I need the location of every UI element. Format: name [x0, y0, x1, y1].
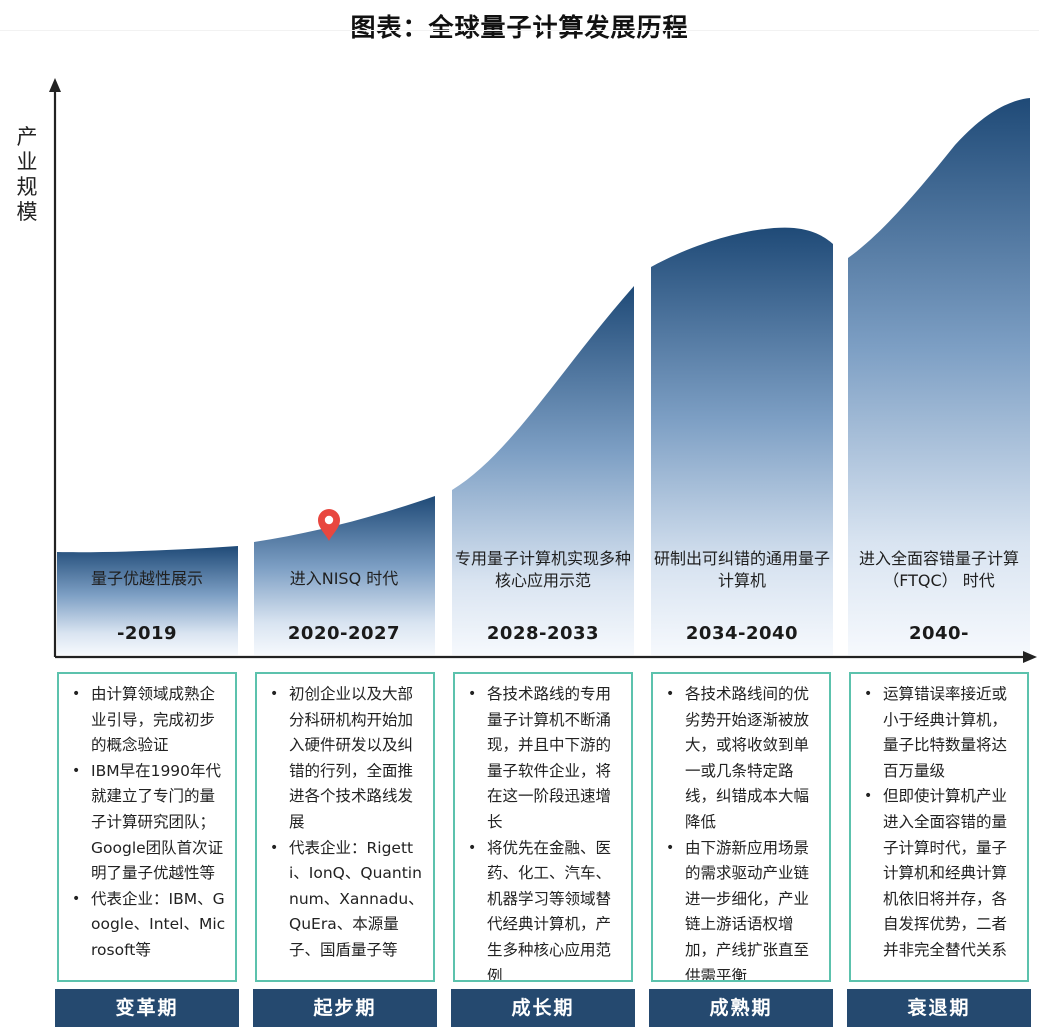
phase-4-years: 2034-2040 [685, 623, 799, 644]
phase-3-description: 专用量子计算机实现多种核心应用示范 [454, 549, 631, 590]
phase-3-details: 各技术路线的专用量子计算机不断涌现，并且中下游的量子软件企业，将在这一阶段迅速增… [453, 672, 633, 982]
curve-band-5 [848, 98, 1030, 655]
growth-curve-diagram [49, 78, 1037, 663]
phase-2-bullet: 初创企业以及大部分科研机构开始加入硬件研发以及纠错的行列，全面推进各个技术路线发… [267, 682, 427, 836]
phase-1-bullet: IBM早在1990年代就建立了专门的量子计算研究团队； Google团队首次证明… [69, 759, 229, 887]
curve-band-2 [254, 496, 435, 655]
phase-1-bullet: 由计算领域成熟企业引导，完成初步的概念验证 [69, 682, 229, 759]
phase-1-years: -2019 [116, 623, 178, 644]
phase-4-details: 各技术路线间的优劣势开始逐渐被放大，或将收敛到单一或几条特定路线，纠错成本大幅降… [651, 672, 831, 982]
curve-band-1 [57, 546, 238, 655]
phase-2-years: 2020-2027 [287, 623, 401, 644]
phase-5-description: 进入全面容错量子计算 （FTQC） 时代 [858, 549, 1019, 590]
phase-4-description: 研制出可纠错的通用量子计算机 [653, 549, 830, 590]
x-axis-arrow [1023, 651, 1037, 663]
curve-band-4 [651, 227, 833, 655]
phase-5-details: 运算错误率接近或小于经典计算机，量子比特数量将达百万量级 但即使计算机产业进入全… [849, 672, 1029, 982]
y-axis-arrow [49, 78, 61, 92]
stage-label-1: 变革期 [55, 989, 239, 1027]
phase-4-bullet: 各技术路线间的优劣势开始逐渐被放大，或将收敛到单一或几条特定路线，纠错成本大幅降… [663, 682, 823, 836]
phase-2-description: 进入NISQ 时代 [289, 569, 399, 588]
phase-4-bullet: 由下游新应用场景的需求驱动产业链进一步细化，产业链上游话语权增加，产线扩张直至供… [663, 836, 823, 980]
y-axis-label: 产业规模 [16, 125, 38, 224]
location-pin-icon [318, 509, 340, 541]
phase-2-bullet: 代表企业：Rigetti、IonQ、Quantinnum、Xannadu、QuE… [267, 836, 427, 964]
phase-3-years: 2028-2033 [486, 623, 600, 644]
phase-2-details: 初创企业以及大部分科研机构开始加入硬件研发以及纠错的行列，全面推进各个技术路线发… [255, 672, 435, 982]
phase-1-bullet: 代表企业：IBM、Google、Intel、Microsoft等 [69, 887, 229, 964]
stage-label-4: 成熟期 [649, 989, 833, 1027]
phase-3-bullet: 将优先在金融、医药、化工、汽车、机器学习等领域替代经典计算机，产生多种核心应用范… [465, 836, 625, 980]
title-divider [0, 30, 1039, 31]
phase-5-bullet: 运算错误率接近或小于经典计算机，量子比特数量将达百万量级 [861, 682, 1021, 784]
curve-band-3 [452, 286, 634, 655]
stage-label-5: 衰退期 [847, 989, 1031, 1027]
phase-1-details: 由计算领域成熟企业引导，完成初步的概念验证 IBM早在1990年代就建立了专门的… [57, 672, 237, 982]
phase-5-years: 2040- [908, 623, 970, 644]
stage-label-2: 起步期 [253, 989, 437, 1027]
phase-1-description: 量子优越性展示 [90, 569, 203, 588]
phase-5-bullet: 但即使计算机产业进入全面容错的量子计算时代，量子计算机和经典计算机依旧将并存，各… [861, 784, 1021, 963]
chart-title: 图表：全球量子计算发展历程 [350, 13, 689, 42]
phase-3-bullet: 各技术路线的专用量子计算机不断涌现，并且中下游的量子软件企业，将在这一阶段迅速增… [465, 682, 625, 836]
stage-label-3: 成长期 [451, 989, 635, 1027]
